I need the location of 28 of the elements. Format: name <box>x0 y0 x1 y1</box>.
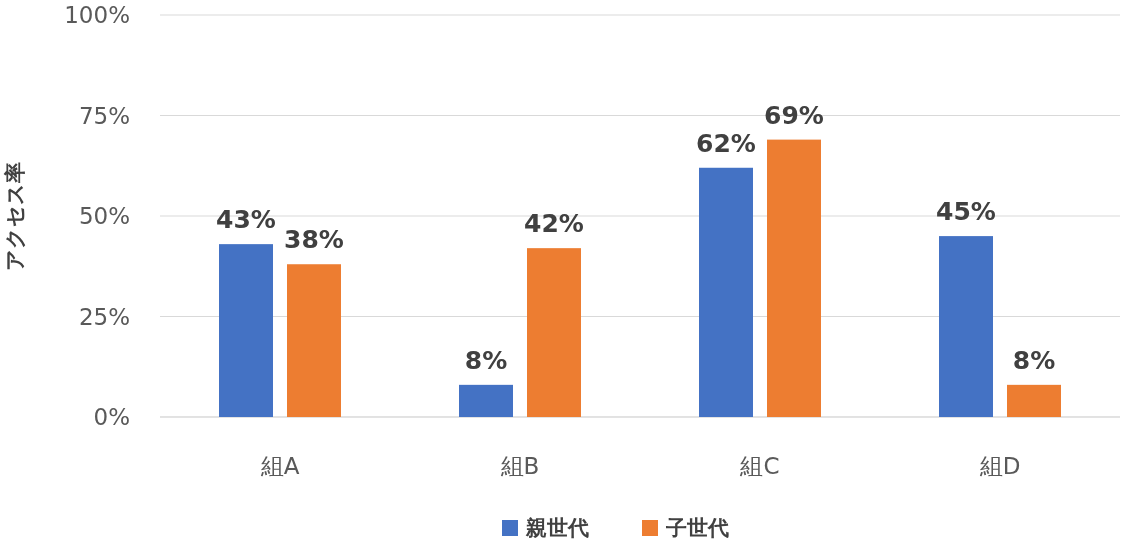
bar <box>219 244 273 417</box>
bar <box>939 236 993 417</box>
y-axis-title: アクセス率 <box>3 161 27 271</box>
bar <box>1007 384 1061 417</box>
data-label: 8% <box>464 345 508 375</box>
x-tick-label: 組B <box>499 453 540 479</box>
y-tick-label: 25% <box>78 303 130 330</box>
y-tick-label: 50% <box>78 203 130 229</box>
data-label: 42% <box>524 209 584 239</box>
x-tick-label: 組D <box>978 453 1021 479</box>
bar <box>459 384 513 417</box>
legend-label: 親世代 <box>525 516 589 540</box>
data-label: 38% <box>284 225 344 255</box>
data-label: 62% <box>696 128 756 158</box>
data-label: 43% <box>216 205 276 235</box>
bar <box>699 167 753 417</box>
bar <box>767 139 821 417</box>
y-tick-label: 0% <box>93 404 130 430</box>
data-label: 69% <box>764 100 824 130</box>
data-label: 8% <box>1012 345 1056 375</box>
y-tick-label: 75% <box>78 102 130 129</box>
y-tick-label: 100% <box>64 2 130 28</box>
legend-label: 子世代 <box>665 516 729 540</box>
bar <box>287 264 341 417</box>
x-tick-label: 組C <box>739 453 780 479</box>
data-label: 45% <box>936 197 996 227</box>
bar <box>527 248 581 417</box>
x-tick-label: 組A <box>259 453 300 479</box>
